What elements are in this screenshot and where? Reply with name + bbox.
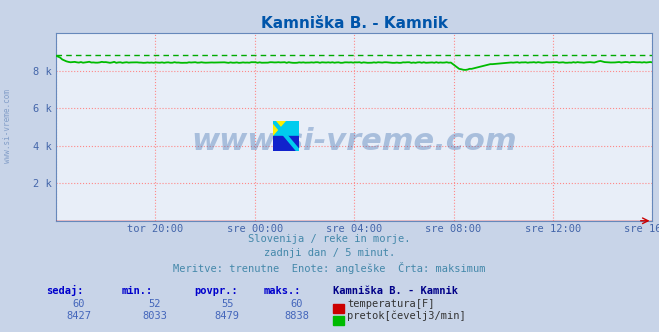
- Text: www.si-vreme.com: www.si-vreme.com: [191, 127, 517, 156]
- Polygon shape: [273, 136, 299, 151]
- Text: Meritve: trenutne  Enote: angleške  Črta: maksimum: Meritve: trenutne Enote: angleške Črta: …: [173, 262, 486, 274]
- Text: maks.:: maks.:: [264, 286, 301, 296]
- Text: Kamniška B. - Kamnik: Kamniška B. - Kamnik: [333, 286, 458, 296]
- Polygon shape: [273, 121, 299, 136]
- Text: min.:: min.:: [122, 286, 153, 296]
- Title: Kamniška B. - Kamnik: Kamniška B. - Kamnik: [261, 16, 447, 31]
- Polygon shape: [273, 121, 286, 136]
- Text: 8033: 8033: [142, 311, 167, 321]
- Text: Slovenija / reke in morje.: Slovenija / reke in morje.: [248, 234, 411, 244]
- Text: 60: 60: [73, 299, 85, 309]
- Text: 8838: 8838: [284, 311, 309, 321]
- Text: pretok[čevelj3/min]: pretok[čevelj3/min]: [347, 311, 466, 321]
- Text: 60: 60: [291, 299, 302, 309]
- Text: povpr.:: povpr.:: [194, 286, 238, 296]
- Text: 8479: 8479: [215, 311, 240, 321]
- Text: 55: 55: [221, 299, 233, 309]
- Text: 8427: 8427: [67, 311, 92, 321]
- Text: sedaj:: sedaj:: [46, 285, 84, 296]
- Text: www.si-vreme.com: www.si-vreme.com: [3, 89, 13, 163]
- Text: zadnji dan / 5 minut.: zadnji dan / 5 minut.: [264, 248, 395, 258]
- Text: 52: 52: [149, 299, 161, 309]
- Text: temperatura[F]: temperatura[F]: [347, 299, 435, 309]
